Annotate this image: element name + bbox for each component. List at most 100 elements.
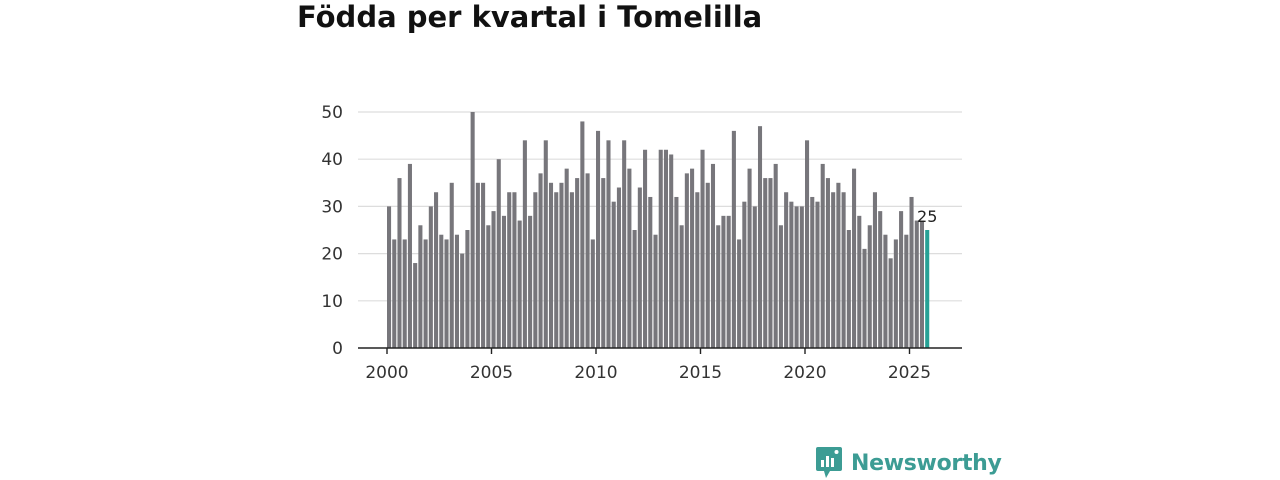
- bar: [533, 192, 538, 348]
- bar: [454, 234, 460, 348]
- bar: [878, 211, 883, 348]
- bar: [752, 206, 757, 348]
- bar: [522, 140, 527, 348]
- bar: [710, 163, 716, 348]
- bar: [528, 215, 533, 348]
- bar: [428, 206, 433, 348]
- x-tick-label: 2020: [783, 363, 826, 383]
- bar: [486, 225, 491, 348]
- y-tick-label: 50: [321, 103, 343, 123]
- bar: [517, 220, 522, 348]
- bar: [841, 192, 846, 348]
- bar: [883, 234, 888, 348]
- bar: [564, 168, 569, 348]
- bar: [815, 201, 820, 348]
- bar: [616, 187, 621, 348]
- bar: [491, 211, 496, 348]
- bar: [721, 215, 726, 348]
- x-tick-label: 2015: [679, 363, 722, 383]
- bar: [857, 215, 862, 348]
- bar: [590, 239, 595, 348]
- bar: [559, 182, 564, 348]
- bar: [909, 196, 914, 348]
- bars: [387, 112, 930, 348]
- bar: [867, 225, 872, 348]
- bar: [481, 182, 486, 348]
- x-tick-label: 2010: [574, 363, 617, 383]
- bar: [784, 192, 789, 348]
- y-tick-label: 10: [321, 292, 343, 312]
- bar: [919, 220, 925, 348]
- bar: [695, 192, 700, 348]
- bar: [585, 173, 590, 348]
- x-tick-label: 2025: [888, 363, 931, 383]
- bar: [737, 239, 742, 348]
- bar: [413, 263, 418, 348]
- bar: [805, 140, 810, 348]
- bar: [852, 168, 857, 348]
- bar: [658, 149, 663, 348]
- bar: [726, 215, 731, 348]
- bar: [825, 178, 830, 348]
- newsworthy-logo-icon: [816, 447, 842, 478]
- bar: [402, 239, 407, 348]
- bar: [799, 206, 804, 348]
- bar: [575, 178, 580, 348]
- bar: [512, 192, 517, 348]
- bar: [862, 248, 867, 348]
- bar: [836, 182, 841, 348]
- y-tick-label: 40: [321, 150, 343, 170]
- bar: [669, 154, 674, 348]
- bar: [653, 234, 658, 348]
- bar: [470, 112, 475, 348]
- bar: [763, 178, 768, 348]
- bar: [611, 201, 616, 348]
- bar: [397, 178, 402, 348]
- bar: [679, 225, 684, 348]
- bar: [742, 201, 747, 348]
- bar: [789, 201, 794, 348]
- bar: [418, 225, 423, 348]
- bar: [392, 239, 397, 348]
- bar: [820, 163, 825, 348]
- bar: [778, 225, 783, 348]
- bar: [674, 196, 679, 348]
- newsworthy-logo-text: Newsworthy: [851, 450, 1002, 476]
- bar: [538, 173, 543, 348]
- bar: [904, 234, 909, 348]
- bar: [465, 230, 470, 348]
- y-tick-label: 30: [321, 197, 343, 217]
- bar: [716, 225, 721, 348]
- bar: [846, 230, 851, 348]
- bar: [439, 234, 444, 348]
- bar: [622, 140, 627, 348]
- bar: [637, 187, 642, 348]
- bar: [643, 149, 648, 348]
- bar: [548, 182, 554, 348]
- bar: [794, 206, 799, 348]
- bar: [601, 178, 606, 348]
- bar: [444, 239, 449, 348]
- bar: [757, 126, 763, 348]
- bar: [705, 182, 710, 348]
- bar: [580, 121, 585, 348]
- bar: [888, 258, 893, 348]
- bar: [700, 149, 705, 348]
- bar: [684, 173, 689, 348]
- chart-title: Födda per kvartal i Tomelilla: [297, 0, 763, 34]
- bar: [449, 182, 454, 348]
- bar: [543, 140, 548, 348]
- bar: [747, 168, 752, 348]
- x-axis-ticks: 2000 2005 2010 2015 2020 2025: [365, 348, 931, 383]
- bar: [507, 192, 512, 348]
- bar: [407, 163, 412, 348]
- bar: [914, 220, 919, 348]
- bar: [475, 182, 480, 348]
- newsworthy-logo: Newsworthy: [815, 446, 1002, 480]
- bar: [810, 196, 815, 348]
- bar: [893, 239, 898, 348]
- bar: [831, 192, 836, 348]
- bar: [606, 140, 611, 348]
- y-tick-label: 0: [332, 339, 343, 359]
